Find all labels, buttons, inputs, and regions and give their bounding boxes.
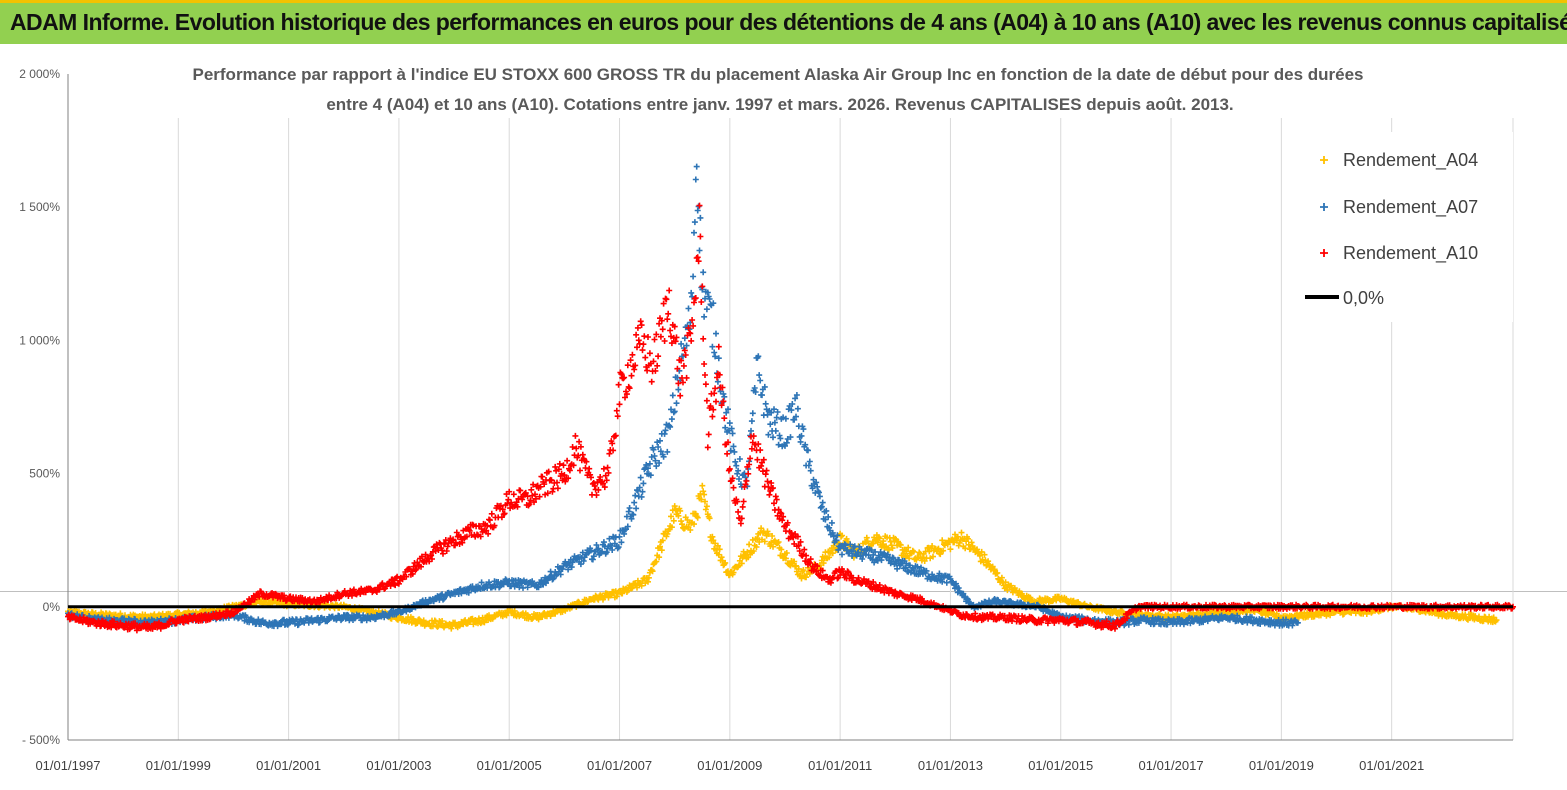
x-tick-label: 01/01/1997 [35, 758, 100, 773]
legend-box [1283, 132, 1513, 322]
legend-label: 0,0% [1343, 288, 1384, 308]
y-tick-label: 500% [29, 467, 60, 481]
x-tick-label: 01/01/2001 [256, 758, 321, 773]
x-tick-label: 01/01/1999 [146, 758, 211, 773]
x-tick-label: 01/01/2017 [1139, 758, 1204, 773]
report-title: ADAM Informe. Evolution historique des p… [10, 9, 1567, 35]
x-tick-label: 01/01/2009 [697, 758, 762, 773]
legend-marker [1320, 156, 1328, 164]
x-tick-label: 01/01/2003 [366, 758, 431, 773]
x-tick-label: 01/01/2021 [1359, 758, 1424, 773]
y-tick-label: 1 000% [19, 333, 60, 347]
x-tick-label: 01/01/2007 [587, 758, 652, 773]
y-tick-label: 2 000% [19, 67, 60, 81]
y-tick-label: 1 500% [19, 200, 60, 214]
plot-area-top-border [0, 591, 1567, 592]
title-banner: ADAM Informe. Evolution historique des p… [0, 0, 1567, 44]
axes: 01/01/1997 01/01/1999 01/01/2001 01/01/2003… [19, 67, 1513, 773]
legend-label: Rendement_A10 [1343, 243, 1478, 264]
x-tick-label: 01/01/2015 [1028, 758, 1093, 773]
chart-title-line-2: entre 4 (A04) et 10 ans (A10). Cotations… [326, 95, 1233, 114]
x-tick-label: 01/01/2013 [918, 758, 983, 773]
y-tick-label: - 500% [22, 733, 60, 747]
performance-chart: 01/01/1997 01/01/1999 01/01/2001 01/01/2003… [0, 44, 1567, 790]
legend: Rendement_A04 Rendement_A07 Rendement_A10 0… [1283, 132, 1513, 322]
chart-title-line-1: Performance par rapport à l'indice EU ST… [192, 65, 1363, 84]
x-tick-label: 01/01/2005 [477, 758, 542, 773]
y-tick-label: 0% [43, 600, 61, 614]
legend-marker [1320, 249, 1328, 257]
x-tick-label: 01/01/2019 [1249, 758, 1314, 773]
x-tick-label: 01/01/2011 [808, 758, 872, 773]
legend-marker [1320, 203, 1328, 211]
legend-label: Rendement_A07 [1343, 197, 1478, 218]
legend-label: Rendement_A04 [1343, 150, 1478, 171]
chart-title: Performance par rapport à l'indice EU ST… [192, 65, 1363, 114]
